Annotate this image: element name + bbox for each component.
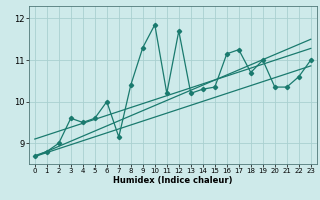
X-axis label: Humidex (Indice chaleur): Humidex (Indice chaleur) xyxy=(113,176,233,185)
